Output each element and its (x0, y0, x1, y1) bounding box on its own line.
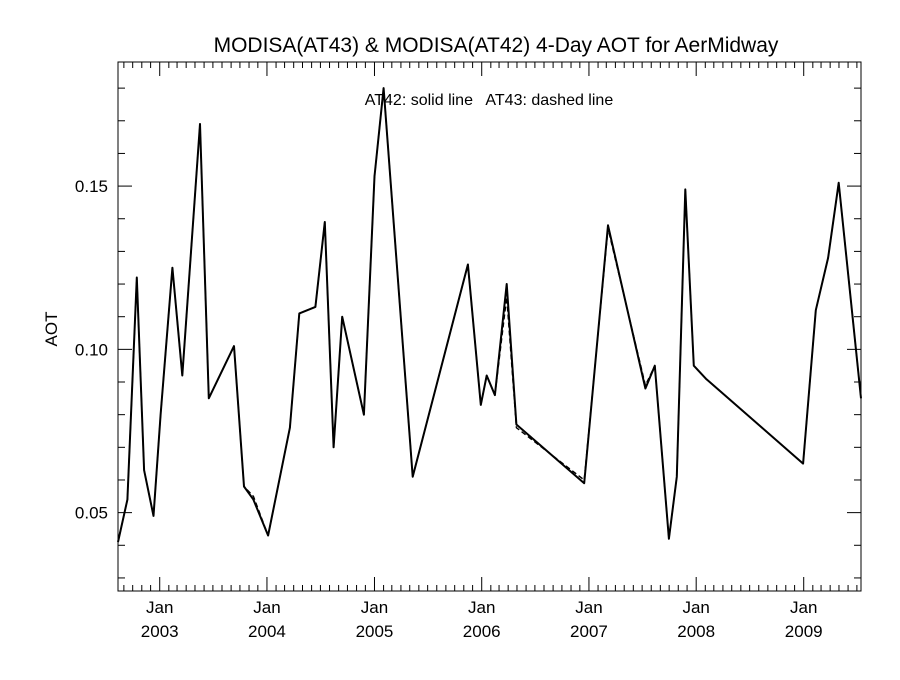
x-tick-month-label: Jan (790, 598, 817, 617)
x-tick-month-label: Jan (253, 598, 280, 617)
x-tick-month-label: Jan (361, 598, 388, 617)
x-tick-year-label: 2008 (677, 622, 715, 641)
x-tick-month-label: Jan (468, 598, 495, 617)
y-tick-label: 0.05 (75, 504, 108, 523)
y-axis-label: AOT (42, 312, 61, 347)
x-tick-year-label: 2005 (356, 622, 394, 641)
x-tick-year-label: 2006 (463, 622, 501, 641)
series-style-annotation: AT42: solid line AT43: dashed line (365, 92, 614, 109)
x-tick-year-label: 2009 (785, 622, 823, 641)
series-line-at43 (117, 87, 862, 543)
x-tick-year-label: 2003 (141, 622, 179, 641)
x-tick-year-label: 2007 (570, 622, 608, 641)
plot-frame (117, 61, 862, 592)
chart-title: MODISA(AT43) & MODISA(AT42) 4-Day AOT fo… (214, 34, 779, 57)
x-tick-year-label: 2004 (248, 622, 286, 641)
y-tick-label: 0.10 (75, 340, 108, 359)
series-line-at42 (117, 87, 862, 543)
y-tick-label: 0.15 (75, 177, 108, 196)
x-tick-month-label: Jan (146, 598, 173, 617)
plot-area: 0.05 0.10 0.15 Jan 2003 Jan 2004 Jan 2005 Jan 2006… (75, 61, 862, 641)
x-tick-month-label: Jan (575, 598, 602, 617)
x-tick-month-label: Jan (682, 598, 709, 617)
